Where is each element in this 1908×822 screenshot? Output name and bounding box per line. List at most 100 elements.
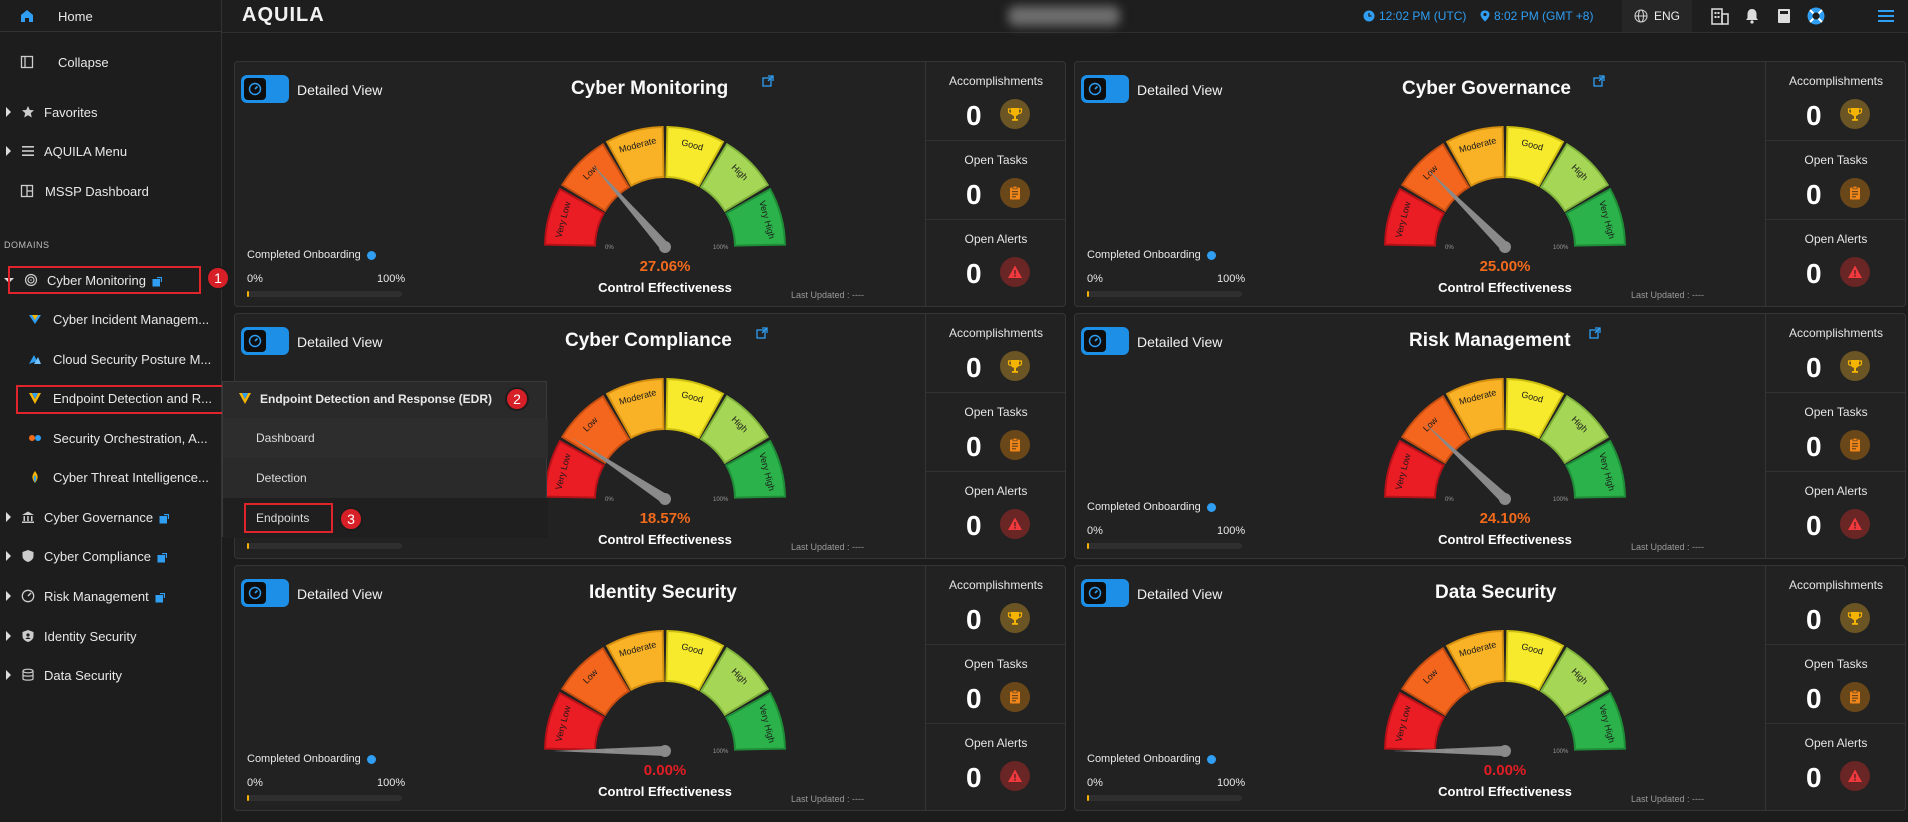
stat-label: Open Alerts (964, 736, 1028, 750)
gauge-needle (571, 437, 668, 504)
language-selector[interactable]: ENG (1622, 0, 1692, 32)
clipboard-icon (1840, 682, 1870, 712)
stat-open-tasks[interactable]: Open Tasks 0 (1766, 393, 1905, 472)
last-updated-text: Last Updated : ---- (791, 290, 865, 300)
onboarding-progress-fill (1087, 543, 1089, 549)
sidebar-item-risk-management[interactable]: Risk Management (0, 581, 222, 611)
card-title[interactable]: Identity Security (589, 582, 737, 603)
sidebar-subitem[interactable]: Cyber Incident Managem... (0, 304, 222, 334)
info-icon[interactable] (1206, 250, 1216, 260)
card-title[interactable]: Cyber Monitoring (571, 78, 729, 99)
sidebar-item-mssp-dashboard[interactable]: MSSP Dashboard (0, 176, 222, 206)
sidebar-item-data-security[interactable]: Data Security (0, 660, 222, 690)
detailed-view-toggle[interactable] (1081, 579, 1129, 607)
stat-open-tasks[interactable]: Open Tasks 0 (1766, 645, 1905, 724)
detailed-view-toggle[interactable] (1081, 327, 1129, 355)
stat-open-tasks[interactable]: Open Tasks 0 (926, 141, 1065, 220)
external-link-icon[interactable] (159, 512, 170, 524)
detailed-view-toggle[interactable] (241, 327, 289, 355)
stat-label: Open Tasks (964, 405, 1028, 419)
info-icon[interactable] (1206, 502, 1216, 512)
local-time: 8:02 PM (GMT +8) (1480, 9, 1593, 23)
external-link-icon[interactable] (152, 275, 163, 287)
stat-accomplishments[interactable]: Accomplishments 0 (926, 566, 1065, 645)
support-lifebuoy-icon[interactable] (1806, 6, 1826, 26)
info-icon[interactable] (366, 754, 376, 764)
sidebar-subitem-edr[interactable]: Endpoint Detection and R... (0, 383, 222, 413)
utc-time-text: 12:02 PM (UTC) (1379, 9, 1467, 23)
stat-accomplishments[interactable]: Accomplishments 0 (926, 62, 1065, 141)
caret-right-icon (6, 670, 11, 680)
sidebar-subitem[interactable]: Cyber Threat Intelligence... (0, 462, 222, 492)
building-icon[interactable] (1710, 6, 1730, 26)
card-title[interactable]: Cyber Compliance (565, 330, 732, 351)
caret-right-icon (6, 146, 11, 156)
info-icon[interactable] (1206, 754, 1216, 764)
external-link-icon[interactable] (1593, 74, 1605, 92)
identity-shield-icon (18, 626, 38, 646)
stat-open-alerts[interactable]: Open Alerts 0 (926, 472, 1065, 551)
stat-accomplishments[interactable]: Accomplishments 0 (926, 314, 1065, 393)
trophy-icon (1840, 99, 1870, 129)
stat-open-alerts[interactable]: Open Alerts 0 (1766, 724, 1905, 803)
gauge-segment (724, 439, 786, 499)
card-title[interactable]: Data Security (1435, 582, 1557, 603)
sidebar-item-aquila-menu[interactable]: AQUILA Menu (0, 136, 222, 166)
gauge-segment (1384, 439, 1446, 499)
stats-panel: Accomplishments 0 Open Tasks 0 Open Alerts 0 (925, 566, 1065, 810)
language-label: ENG (1653, 9, 1680, 23)
onboarding-progress-fill (247, 543, 249, 549)
card-title[interactable]: Cyber Governance (1402, 78, 1571, 99)
completed-onboarding-label: Completed Onboarding (1087, 501, 1201, 513)
external-link-icon[interactable] (155, 591, 165, 603)
detailed-view-toggle[interactable] (241, 75, 289, 103)
stat-accomplishments[interactable]: Accomplishments 0 (1766, 566, 1905, 645)
clipboard-icon (1840, 430, 1870, 460)
gauge-max-label: 100% (713, 245, 729, 251)
flyout-item-detection[interactable]: Detection (223, 458, 548, 498)
stat-open-alerts[interactable]: Open Alerts 0 (1766, 472, 1905, 551)
stat-open-alerts[interactable]: Open Alerts 0 (1766, 220, 1905, 299)
sidebar-item-cyber-governance[interactable]: Cyber Governance (0, 502, 222, 532)
stat-label: Accomplishments (1788, 326, 1884, 340)
external-link-icon[interactable] (756, 326, 768, 344)
card-title[interactable]: Risk Management (1409, 330, 1571, 351)
hamburger-menu-icon[interactable] (1876, 6, 1896, 26)
book-icon[interactable] (1774, 6, 1794, 26)
last-updated-text: Last Updated : ---- (1631, 542, 1705, 552)
flyout-item-dashboard[interactable]: Dashboard (223, 418, 548, 458)
cloud-security-icon (25, 349, 45, 369)
sidebar-subitem[interactable]: Cloud Security Posture M... (0, 344, 222, 374)
stat-accomplishments[interactable]: Accomplishments 0 (1766, 62, 1905, 141)
threat-intelligence-icon (25, 467, 45, 487)
flyout-header[interactable]: Endpoint Detection and Response (EDR) (223, 382, 548, 416)
stat-open-tasks[interactable]: Open Tasks 0 (926, 393, 1065, 472)
stat-open-tasks[interactable]: Open Tasks 0 (926, 645, 1065, 724)
sidebar-item-home[interactable]: Home (0, 1, 222, 31)
gauge-segment (1505, 630, 1565, 692)
gauge-segment (1445, 126, 1505, 188)
stat-open-tasks[interactable]: Open Tasks 0 (1766, 141, 1905, 220)
stat-value: 0 (1806, 258, 1822, 289)
sidebar-item-identity-security[interactable]: Identity Security (0, 621, 222, 651)
external-link-icon[interactable] (762, 74, 774, 92)
stat-open-alerts[interactable]: Open Alerts 0 (926, 724, 1065, 803)
aquila-logo[interactable]: AQUILA (242, 4, 325, 26)
stat-accomplishments[interactable]: Accomplishments 0 (1766, 314, 1905, 393)
detailed-view-toggle[interactable] (241, 579, 289, 607)
sidebar-subitem[interactable]: Security Orchestration, A... (0, 423, 222, 453)
bell-icon[interactable] (1742, 6, 1762, 26)
trophy-icon (1840, 603, 1870, 633)
external-link-icon[interactable] (157, 551, 168, 563)
gauge-segment (560, 646, 631, 717)
detailed-view-toggle[interactable] (1081, 75, 1129, 103)
stat-open-alerts[interactable]: Open Alerts 0 (926, 220, 1065, 299)
local-time-text: 8:02 PM (GMT +8) (1494, 9, 1594, 23)
info-icon[interactable] (366, 250, 376, 260)
sidebar-item-favorites[interactable]: Favorites (0, 97, 222, 127)
external-link-icon[interactable] (1589, 326, 1601, 344)
gauge-segment (1445, 378, 1505, 440)
sidebar-item-cyber-compliance[interactable]: Cyber Compliance (0, 541, 222, 571)
gauge-segment (1564, 187, 1626, 247)
sidebar-item-collapse[interactable]: Collapse (0, 47, 222, 77)
